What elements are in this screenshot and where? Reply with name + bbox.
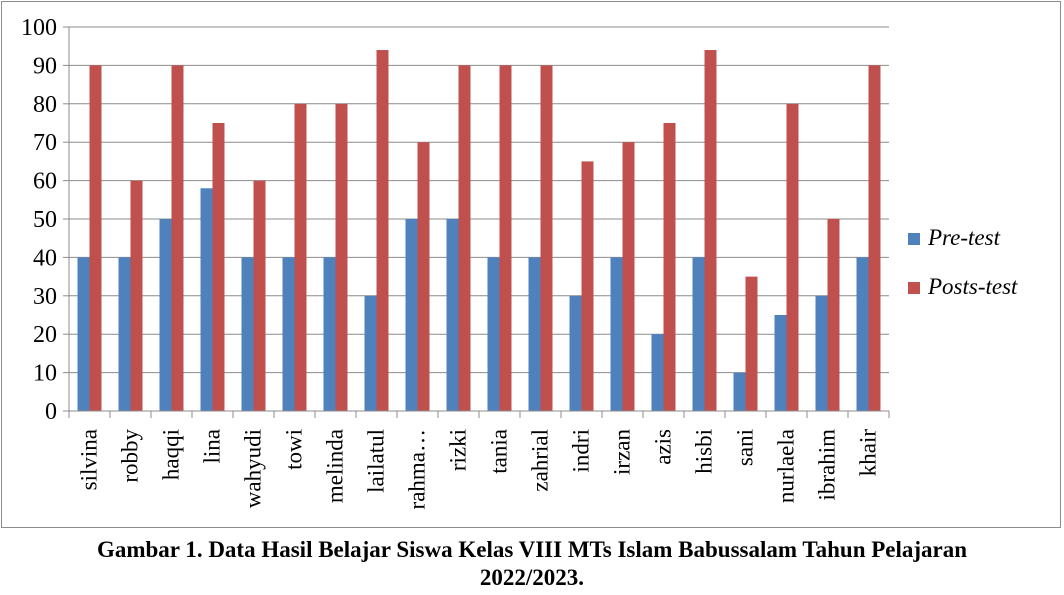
bar-pre-test-irzan xyxy=(610,257,623,411)
legend-swatch-posts-test xyxy=(908,282,920,294)
caption-line-1: Gambar 1. Data Hasil Belajar Siswa Kelas… xyxy=(96,537,968,562)
bar-posts-test-hisbi xyxy=(704,50,717,411)
x-tick-label: rizki xyxy=(446,429,471,471)
bars xyxy=(77,50,881,412)
x-tick-label: tania xyxy=(487,429,512,474)
bar-posts-test-rahma xyxy=(417,142,430,411)
bar-pre-test-indri xyxy=(569,295,582,411)
y-tick-labels: 0 10 20 30 40 50 60 70 80 90 100 xyxy=(21,15,57,425)
bar-posts-test-khair xyxy=(868,65,881,412)
x-tick-label: azis xyxy=(651,429,676,465)
bar-chart: 0 10 20 30 40 50 60 70 80 90 100 silvina robby haqqi… xyxy=(21,15,1018,510)
axes xyxy=(63,27,890,418)
bar-posts-test-robby xyxy=(130,180,143,411)
bar-pre-test-lailatul xyxy=(364,295,377,411)
bar-posts-test-indri xyxy=(581,161,594,411)
bar-posts-test-towi xyxy=(294,103,307,412)
bar-pre-test-robby xyxy=(118,257,131,411)
bar-pre-test-rizki xyxy=(446,219,459,411)
y-tick-label: 70 xyxy=(33,130,57,156)
bar-posts-test-ibrahim xyxy=(827,219,840,411)
x-tick-label: rahma… xyxy=(405,429,430,509)
x-tick-label: robby xyxy=(118,429,143,483)
y-tick-label: 40 xyxy=(33,245,57,271)
x-tick-label: melinda xyxy=(323,429,348,503)
x-tick-label: zahrial xyxy=(528,429,553,492)
legend-swatch-pre-test xyxy=(908,233,920,245)
figure-caption: Gambar 1. Data Hasil Belajar Siswa Kelas… xyxy=(0,536,1064,592)
bar-pre-test-nurlaela xyxy=(774,315,787,411)
x-tick-label: ibrahim xyxy=(815,429,840,501)
x-tick-labels: silvina robby haqqi lina wahyudi towi melinda l… xyxy=(77,429,881,510)
x-tick-label: haqqi xyxy=(159,429,184,480)
bar-pre-test-zahrial xyxy=(528,257,541,411)
x-tick-label: khair xyxy=(856,429,881,477)
bar-pre-test-lina xyxy=(200,188,213,411)
bar-posts-test-wahyudi xyxy=(253,180,266,411)
bar-posts-test-rizki xyxy=(458,65,471,412)
x-tick-label: lailatul xyxy=(364,429,389,493)
bar-pre-test-azis xyxy=(651,334,664,411)
x-tick-label: silvina xyxy=(77,429,102,490)
bar-posts-test-irzan xyxy=(622,142,635,411)
y-tick-label: 90 xyxy=(33,53,57,79)
y-tick-label: 80 xyxy=(33,92,57,118)
bar-posts-test-lailatul xyxy=(376,50,389,411)
bar-posts-test-nurlaela xyxy=(786,103,799,412)
legend-label-pre-test: Pre-test xyxy=(927,225,1001,250)
x-tick-label: nurlaela xyxy=(774,429,799,503)
bar-pre-test-ibrahim xyxy=(815,295,828,411)
caption-line-2: 2022/2023. xyxy=(479,565,585,590)
bar-pre-test-silvina xyxy=(77,257,90,411)
bar-pre-test-rahma xyxy=(405,219,418,411)
x-tick-label: wahyudi xyxy=(241,429,266,508)
y-tick-label: 30 xyxy=(33,284,57,310)
y-tick-label: 0 xyxy=(45,399,57,425)
y-tick-label: 20 xyxy=(33,322,57,348)
bar-pre-test-sani xyxy=(733,372,746,411)
y-tick-label: 50 xyxy=(33,207,57,233)
x-tick-label: hisbi xyxy=(692,429,717,474)
x-tick-label: irzan xyxy=(610,429,635,475)
bar-pre-test-hisbi xyxy=(692,257,705,411)
y-tick-label: 10 xyxy=(33,361,57,387)
bar-posts-test-azis xyxy=(663,123,676,411)
bar-posts-test-tania xyxy=(499,65,512,412)
legend: Pre-test Posts-test xyxy=(908,225,1018,299)
bar-posts-test-haqqi xyxy=(171,65,184,412)
y-tick-label: 100 xyxy=(21,15,57,41)
bar-posts-test-melinda xyxy=(335,103,348,412)
y-tick-label: 60 xyxy=(33,169,57,195)
gridlines xyxy=(63,26,889,412)
x-tick-label: towi xyxy=(282,429,307,470)
bar-posts-test-lina xyxy=(212,123,225,411)
x-tick-label: sani xyxy=(733,429,758,466)
bar-posts-test-silvina xyxy=(89,65,102,412)
bar-posts-test-sani xyxy=(745,276,758,411)
chart-frame: 0 10 20 30 40 50 60 70 80 90 100 silvina robby haqqi… xyxy=(1,1,1061,528)
bar-pre-test-melinda xyxy=(323,257,336,411)
bar-posts-test-zahrial xyxy=(540,65,553,412)
bar-pre-test-tania xyxy=(487,257,500,411)
bar-pre-test-wahyudi xyxy=(241,257,254,411)
bar-pre-test-towi xyxy=(282,257,295,411)
legend-label-posts-test: Posts-test xyxy=(927,274,1018,299)
bar-pre-test-haqqi xyxy=(159,219,172,411)
x-tick-label: lina xyxy=(200,429,225,464)
x-tick-label: indri xyxy=(569,429,594,472)
bar-pre-test-khair xyxy=(856,257,869,411)
